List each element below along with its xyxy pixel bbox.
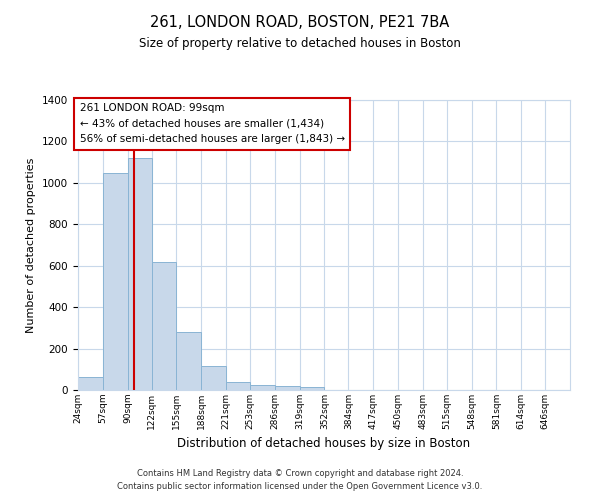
Text: Size of property relative to detached houses in Boston: Size of property relative to detached ho… <box>139 38 461 51</box>
X-axis label: Distribution of detached houses by size in Boston: Distribution of detached houses by size … <box>178 438 470 450</box>
Text: Contains HM Land Registry data © Crown copyright and database right 2024.: Contains HM Land Registry data © Crown c… <box>137 468 463 477</box>
Bar <box>299 387 325 390</box>
Bar <box>250 385 275 390</box>
Text: 261 LONDON ROAD: 99sqm
← 43% of detached houses are smaller (1,434)
56% of semi-: 261 LONDON ROAD: 99sqm ← 43% of detached… <box>80 103 344 144</box>
Y-axis label: Number of detached properties: Number of detached properties <box>26 158 37 332</box>
Text: 261, LONDON ROAD, BOSTON, PE21 7BA: 261, LONDON ROAD, BOSTON, PE21 7BA <box>151 15 449 30</box>
Text: Contains public sector information licensed under the Open Government Licence v3: Contains public sector information licen… <box>118 482 482 491</box>
Bar <box>128 158 152 390</box>
Bar <box>103 172 128 390</box>
Bar <box>201 366 226 390</box>
Bar <box>226 382 250 390</box>
Bar <box>275 386 299 390</box>
Bar <box>176 332 201 390</box>
Bar <box>152 262 176 390</box>
Bar <box>78 376 103 390</box>
